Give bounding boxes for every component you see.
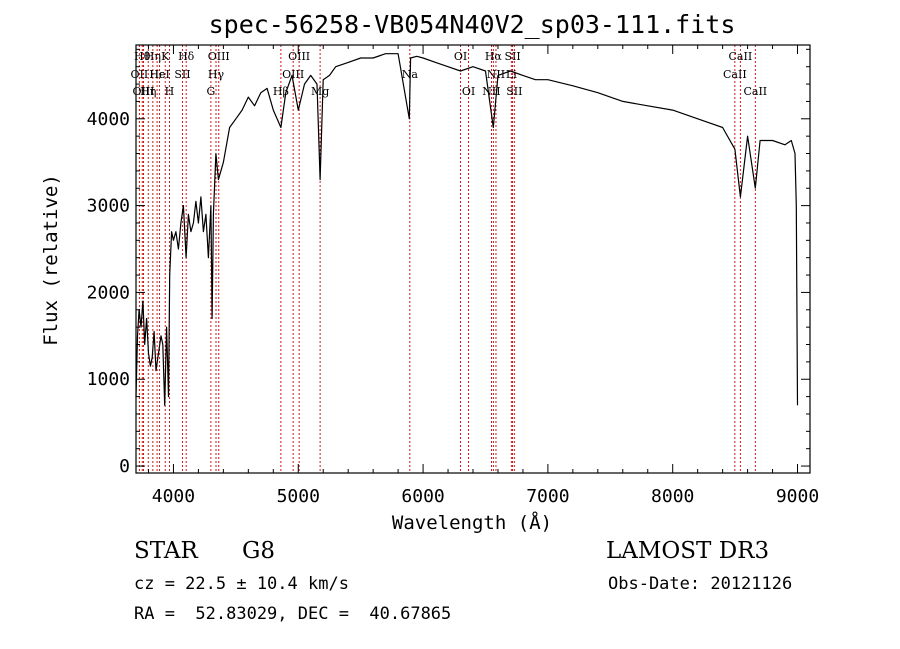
line-label: OI — [462, 85, 475, 98]
y-tick-label: 2000 — [87, 282, 130, 303]
line-label: Hθ — [134, 50, 151, 63]
line-label: H — [165, 85, 175, 98]
y-tick-label: 3000 — [87, 196, 130, 217]
line-label: Hδ — [178, 50, 195, 63]
y-tick-label: 0 — [119, 456, 130, 477]
line-label: Mg — [311, 85, 329, 98]
spectrum-chart: spec-56258-VB054N40V2_sp03-111.fits OIIH… — [40, 10, 819, 534]
chart-title: spec-56258-VB054N40V2_sp03-111.fits — [209, 10, 736, 39]
line-label: CaII — [723, 68, 747, 81]
x-tick-label: 9000 — [776, 486, 819, 507]
y-axis-label: Flux (relative) — [40, 174, 62, 346]
line-label: Hβ — [273, 85, 289, 98]
redshift-info: cz = 22.5 ± 10.4 km/s — [134, 574, 349, 594]
line-label: OII — [131, 68, 149, 81]
line-label: K — [161, 50, 170, 63]
plot-frame — [135, 44, 811, 474]
x-axis-label: Wavelength (Å) — [392, 511, 552, 534]
line-label: CaII — [743, 85, 767, 98]
spectrum-line — [135, 53, 799, 406]
x-tick-label: 4000 — [152, 486, 195, 507]
line-label: NII — [487, 68, 505, 81]
line-label: OI — [454, 50, 467, 63]
line-labels: OIIHθOIIIHηHηHεHeIKHSIIHδGHγOIIIHβOIIIOI… — [131, 50, 768, 98]
object-class: G8 — [242, 538, 276, 564]
survey-name: LAMOST DR3 — [606, 538, 770, 564]
line-label: Hγ — [208, 68, 225, 81]
line-label: OIII — [208, 50, 230, 63]
line-markers — [138, 45, 756, 473]
object-type: STAR — [134, 538, 198, 564]
y-tick-label: 1000 — [87, 369, 130, 390]
line-label: Hα — [485, 50, 503, 63]
line-label: NII — [482, 85, 500, 98]
x-tick-label: 7000 — [526, 486, 569, 507]
line-label: SII — [174, 68, 190, 81]
x-tick-label: 5000 — [277, 486, 320, 507]
y-axis-ticks: 0 1000 2000 3000 4000 — [87, 48, 810, 477]
line-label: OIII — [282, 68, 304, 81]
x-tick-label: 8000 — [651, 486, 694, 507]
line-label: OIII — [132, 85, 154, 98]
line-label: Hε — [149, 68, 165, 81]
y-tick-label: 4000 — [87, 109, 130, 130]
line-label: OIII — [288, 50, 310, 63]
line-label: Hη — [140, 85, 156, 98]
line-label: G — [206, 85, 215, 98]
x-tick-label: 6000 — [401, 486, 444, 507]
coordinates: RA = 52.83029, DEC = 40.67865 — [134, 604, 452, 624]
line-label: Hη — [145, 50, 161, 63]
observation-date: Obs-Date: 20121126 — [608, 574, 793, 594]
line-label: HeI — [149, 68, 169, 81]
line-label: Li — [506, 68, 517, 81]
line-label: SII — [504, 50, 520, 63]
line-label: CaII — [729, 50, 753, 63]
x-axis-ticks: 4000 5000 6000 7000 8000 9000 — [147, 45, 819, 507]
line-label: SII — [506, 85, 522, 98]
